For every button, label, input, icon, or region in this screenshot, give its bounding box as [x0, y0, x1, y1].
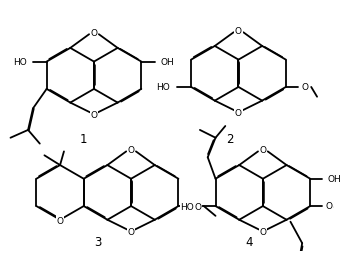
- Text: O: O: [56, 216, 64, 225]
- Text: HO: HO: [156, 83, 170, 92]
- Text: O: O: [195, 202, 201, 211]
- Text: O: O: [235, 27, 242, 36]
- Text: OH: OH: [161, 58, 175, 67]
- Text: HO: HO: [180, 202, 194, 211]
- Text: O: O: [235, 108, 242, 117]
- Text: 3: 3: [94, 235, 101, 248]
- Text: O: O: [128, 145, 135, 154]
- Text: O: O: [302, 83, 309, 92]
- Text: O: O: [128, 227, 135, 236]
- Text: HO: HO: [13, 58, 27, 67]
- Text: 4: 4: [245, 235, 253, 248]
- Text: O: O: [259, 145, 266, 154]
- Text: O: O: [259, 227, 266, 236]
- Text: 1: 1: [79, 133, 87, 146]
- Text: O: O: [325, 201, 332, 210]
- Text: O: O: [91, 110, 97, 119]
- Text: O: O: [91, 29, 97, 38]
- Text: 2: 2: [226, 133, 233, 146]
- Text: OH: OH: [328, 174, 342, 183]
